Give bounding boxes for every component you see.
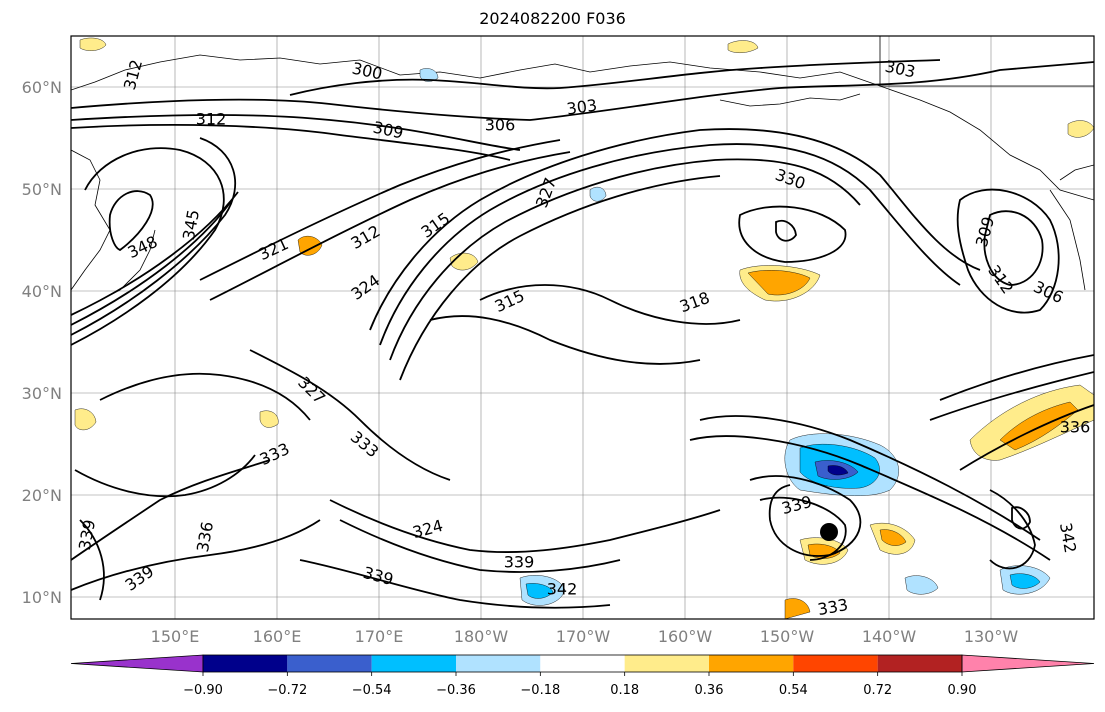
- colorbar-segment: [456, 655, 541, 672]
- colorbar-tick-label: −0.72: [267, 683, 307, 698]
- colorbar-segment: [709, 655, 794, 672]
- lon-tick-label: 150°W: [760, 627, 815, 646]
- colorbar-segment: [203, 655, 288, 672]
- colorbar-tick-label: −0.18: [520, 683, 560, 698]
- colorbar-segment: [371, 655, 456, 672]
- lon-tick-label: 140°W: [862, 627, 917, 646]
- contour-label: 333: [816, 595, 849, 619]
- storm-center-marker: [820, 523, 838, 541]
- lon-tick-label: 180°W: [454, 627, 509, 646]
- contour-label: 342: [547, 580, 578, 599]
- colorbar-extend-high: [961, 654, 1095, 673]
- contour-label: 312: [196, 110, 227, 129]
- colorbar: −0.90 −0.72 −0.54 −0.36 −0.18 0.18 0.36 0.54 0.7…: [70, 654, 1095, 698]
- colorbar-extend-low: [70, 654, 204, 673]
- contour-label: 303: [565, 95, 598, 118]
- longitude-labels: 150°E 160°E 170°E 180°W 170°W 160°W 150°W 140°W…: [151, 627, 1019, 646]
- lon-tick-label: 150°E: [151, 627, 200, 646]
- colorbar-tick-label: 0.54: [779, 683, 808, 698]
- lat-tick-label: 30°N: [22, 384, 62, 403]
- lat-tick-label: 50°N: [22, 180, 62, 199]
- colorbar-tick-label: 0.18: [610, 683, 639, 698]
- theta-contours: [71, 59, 1094, 609]
- colorbar-tick-label: −0.54: [352, 683, 392, 698]
- lat-tick-label: 10°N: [22, 588, 62, 607]
- contour-label: 306: [485, 116, 516, 135]
- lon-tick-label: 170°E: [355, 627, 404, 646]
- colorbar-tick-label: 0.90: [948, 683, 977, 698]
- colorbar-segment: [877, 655, 962, 672]
- colorbar-segment: [540, 655, 625, 672]
- latitude-labels: 60°N 50°N 40°N 30°N 20°N 10°N: [22, 78, 62, 607]
- colorbar-tick-label: −0.90: [183, 683, 223, 698]
- lat-tick-label: 20°N: [22, 486, 62, 505]
- colorbar-segment: [793, 655, 878, 672]
- contour-label: 339: [504, 553, 535, 572]
- coastlines: [71, 36, 1094, 301]
- lon-tick-label: 160°E: [253, 627, 302, 646]
- lat-tick-label: 40°N: [22, 282, 62, 301]
- contour-label: 336: [1060, 418, 1091, 437]
- map-title: 2024082200 F036: [479, 9, 626, 28]
- lon-tick-label: 130°W: [964, 627, 1019, 646]
- map-frame: [70, 35, 1095, 620]
- lon-tick-label: 170°W: [556, 627, 611, 646]
- colorbar-segment: [624, 655, 709, 672]
- colorbar-tick-label: −0.36: [436, 683, 476, 698]
- colorbar-tick-label: 0.72: [863, 683, 892, 698]
- lat-tick-label: 60°N: [22, 78, 62, 97]
- lon-tick-label: 160°W: [658, 627, 713, 646]
- colorbar-tick-label: 0.36: [695, 683, 724, 698]
- colorbar-segment: [287, 655, 372, 672]
